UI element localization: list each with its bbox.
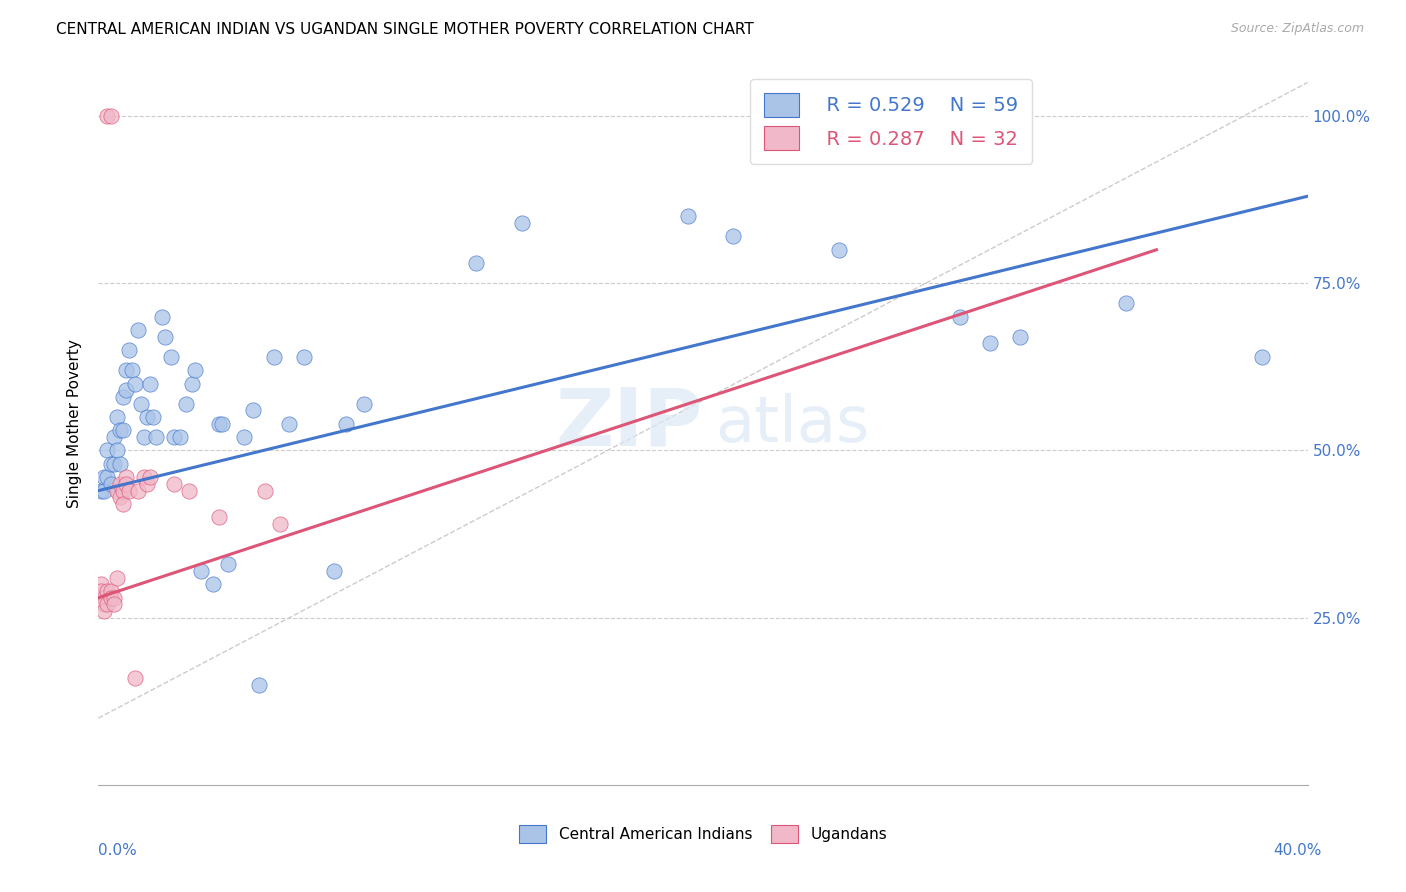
Point xyxy=(108,457,131,471)
Point xyxy=(135,476,157,491)
Point xyxy=(108,424,131,438)
Point xyxy=(1251,350,1274,364)
Point xyxy=(111,390,134,404)
Point xyxy=(949,310,972,324)
Point xyxy=(90,483,112,498)
Point xyxy=(93,591,115,605)
Point xyxy=(103,598,125,612)
Point xyxy=(979,336,1001,351)
Point xyxy=(96,598,118,612)
Text: CENTRAL AMERICAN INDIAN VS UGANDAN SINGLE MOTHER POVERTY CORRELATION CHART: CENTRAL AMERICAN INDIAN VS UGANDAN SINGL… xyxy=(56,22,754,37)
Point xyxy=(90,577,112,591)
Point xyxy=(277,417,299,431)
Point xyxy=(208,417,231,431)
Point xyxy=(247,678,270,692)
Point xyxy=(202,577,225,591)
Point xyxy=(124,671,146,685)
Text: atlas: atlas xyxy=(716,392,869,455)
Point xyxy=(103,591,125,605)
Point xyxy=(145,430,167,444)
Point xyxy=(184,363,207,377)
Point xyxy=(96,109,118,123)
Point xyxy=(353,396,375,410)
Point xyxy=(108,490,131,504)
Point xyxy=(100,109,122,123)
Point xyxy=(163,430,186,444)
Point xyxy=(118,483,141,498)
Point xyxy=(93,483,115,498)
Point xyxy=(828,243,851,257)
Point xyxy=(211,417,233,431)
Point xyxy=(139,470,162,484)
Point xyxy=(118,343,141,358)
Point xyxy=(208,510,231,524)
Point xyxy=(111,424,134,438)
Point xyxy=(160,350,183,364)
Point xyxy=(253,483,276,498)
Legend: Central American Indians, Ugandans: Central American Indians, Ugandans xyxy=(513,819,893,849)
Point xyxy=(114,384,136,398)
Point xyxy=(100,457,122,471)
Point xyxy=(510,216,533,230)
Point xyxy=(93,604,115,618)
Point xyxy=(142,410,165,425)
Point xyxy=(132,430,155,444)
Point xyxy=(127,483,149,498)
Point xyxy=(105,443,128,458)
Point xyxy=(323,564,346,578)
Point xyxy=(93,470,115,484)
Text: 0.0%: 0.0% xyxy=(98,843,138,858)
Point xyxy=(114,476,136,491)
Point xyxy=(174,396,197,410)
Point xyxy=(723,229,745,244)
Point xyxy=(163,476,186,491)
Point xyxy=(103,457,125,471)
Point xyxy=(124,376,146,391)
Y-axis label: Single Mother Poverty: Single Mother Poverty xyxy=(67,339,83,508)
Text: 40.0%: 40.0% xyxy=(1274,843,1322,858)
Point xyxy=(465,256,488,270)
Point xyxy=(114,470,136,484)
Point xyxy=(105,483,128,498)
Point xyxy=(108,476,131,491)
Point xyxy=(150,310,173,324)
Point xyxy=(269,516,291,531)
Point xyxy=(242,403,264,417)
Point xyxy=(181,376,204,391)
Point xyxy=(179,483,201,498)
Text: Source: ZipAtlas.com: Source: ZipAtlas.com xyxy=(1230,22,1364,36)
Point xyxy=(169,430,191,444)
Point xyxy=(96,584,118,599)
Point xyxy=(121,363,143,377)
Text: ZIP: ZIP xyxy=(555,384,703,463)
Point xyxy=(1010,330,1032,344)
Point xyxy=(100,591,122,605)
Point xyxy=(139,376,162,391)
Point xyxy=(100,476,122,491)
Point xyxy=(217,557,239,572)
Point xyxy=(111,483,134,498)
Point xyxy=(111,497,134,511)
Point xyxy=(135,410,157,425)
Point xyxy=(105,410,128,425)
Point xyxy=(96,470,118,484)
Point xyxy=(105,571,128,585)
Point xyxy=(90,584,112,599)
Point xyxy=(100,584,122,599)
Point xyxy=(232,430,254,444)
Point xyxy=(335,417,357,431)
Point xyxy=(676,210,699,224)
Point xyxy=(114,363,136,377)
Point xyxy=(132,470,155,484)
Point xyxy=(129,396,152,410)
Point xyxy=(1115,296,1137,310)
Point xyxy=(96,443,118,458)
Point xyxy=(153,330,176,344)
Point xyxy=(127,323,149,337)
Point xyxy=(292,350,315,364)
Point xyxy=(93,598,115,612)
Point xyxy=(190,564,212,578)
Point xyxy=(103,430,125,444)
Point xyxy=(263,350,285,364)
